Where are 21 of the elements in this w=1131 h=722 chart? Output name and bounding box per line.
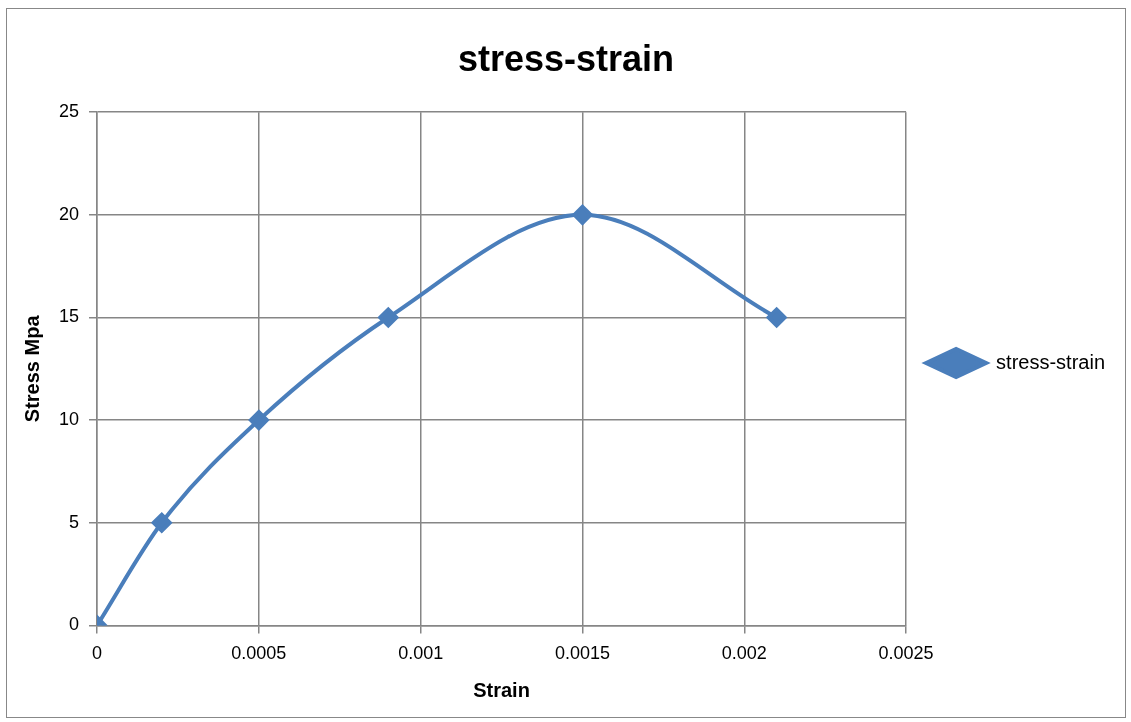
x-tick-label: 0.0025 (878, 643, 934, 664)
x-tick-label: 0.002 (721, 643, 767, 664)
x-tick-label: 0.0015 (554, 643, 610, 664)
y-tick-label: 25 (58, 101, 80, 122)
y-tick-label: 0 (69, 614, 80, 635)
x-tick-label: 0.0005 (231, 643, 287, 664)
chart-title: stress-strain (457, 37, 675, 79)
y-tick-label: 5 (69, 511, 80, 532)
x-tick-label: 0.001 (398, 643, 444, 664)
y-axis-title: Stress Mpa (20, 314, 43, 423)
point (572, 204, 593, 225)
legend-label: stress-strain (996, 350, 1105, 373)
point (378, 307, 399, 328)
y-tick-label: 10 (58, 409, 80, 430)
y-tick-label: 20 (58, 203, 80, 224)
x-axis-title: Strain (473, 678, 530, 701)
point (766, 307, 787, 328)
y-tick-label: 15 (58, 306, 80, 327)
point (151, 512, 172, 533)
x-tick-label: 0 (92, 643, 103, 664)
point (248, 410, 269, 431)
